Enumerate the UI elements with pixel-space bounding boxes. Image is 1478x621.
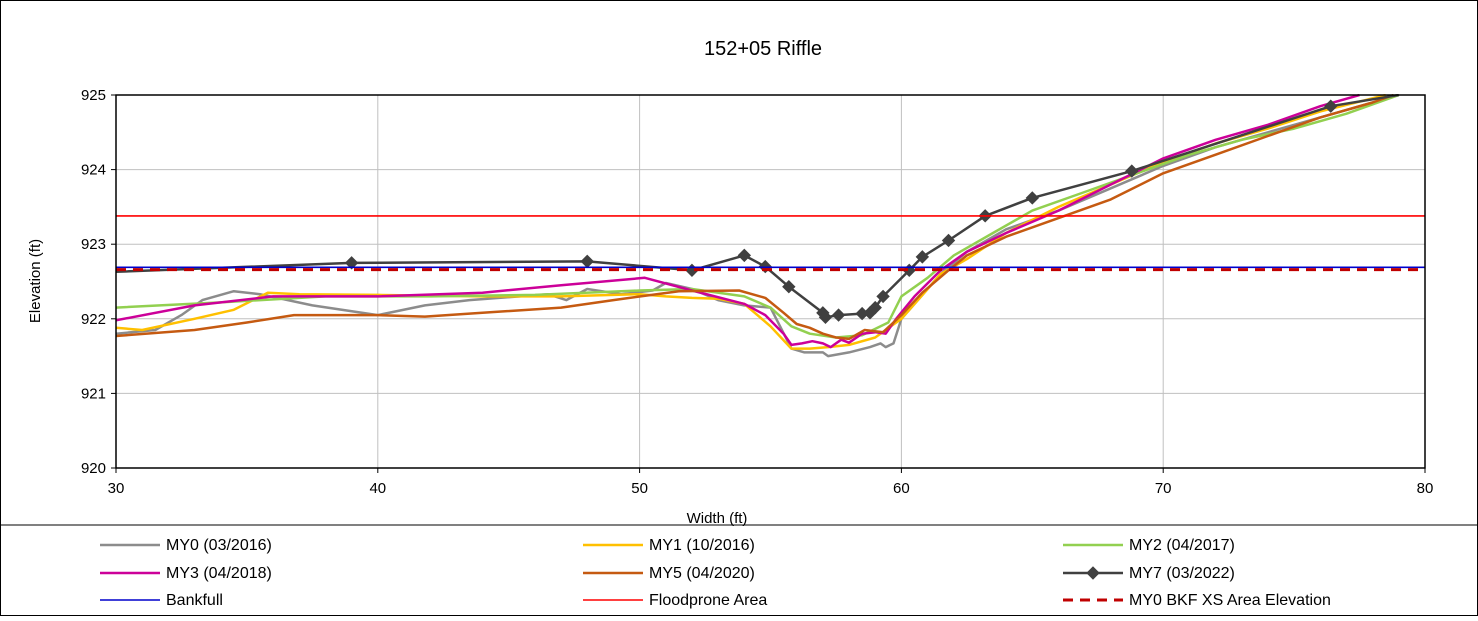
y-tick-label: 921 <box>81 385 106 402</box>
series-my3-04-2018 <box>116 94 1360 349</box>
data-point-my7-03-2022 <box>831 308 846 322</box>
x-tick-label: 70 <box>1155 480 1172 497</box>
series-my2-04-2017 <box>116 94 1400 339</box>
legend-label-my0-03-2016: MY0 (03/2016) <box>166 537 272 554</box>
data-point-my7-03-2022 <box>818 310 833 325</box>
y-axis-label: Elevation (ft) <box>27 239 44 323</box>
x-tick-label: 30 <box>108 480 125 497</box>
legend-label-my0-bkf-xs-area-elevation: MY0 BKF XS Area Elevation <box>1129 592 1331 609</box>
data-point-my7-03-2022 <box>1324 99 1338 113</box>
x-tick-label: 50 <box>631 480 648 497</box>
data-point-my7-03-2022 <box>1025 191 1040 205</box>
plot-area-border <box>115 94 1426 469</box>
y-tick-label: 922 <box>81 311 106 328</box>
x-tick-label: 60 <box>893 480 910 497</box>
data-point-my7-03-2022 <box>915 250 930 264</box>
x-tick-label: 40 <box>369 480 386 497</box>
legend-label-floodprone-area: Floodprone Area <box>649 592 767 609</box>
y-tick-label: 925 <box>81 87 106 104</box>
legend-item-my3-04-2018: MY3 (04/2018) <box>100 565 272 582</box>
legend-marker-my7-03-2022 <box>1086 566 1100 580</box>
series-line-my3-04-2018 <box>116 94 1360 349</box>
legend-item-bankfull: Bankfull <box>100 592 223 609</box>
y-tick-label: 924 <box>81 162 106 179</box>
legend-item-my2-04-2017: MY2 (04/2017) <box>1063 537 1235 554</box>
y-tick-label: 923 <box>81 236 106 253</box>
data-point-my7-03-2022 <box>782 280 796 294</box>
data-point-my7-03-2022 <box>344 256 359 270</box>
chart-title: 152+05 Riffle <box>704 38 822 60</box>
series-line-my2-04-2017 <box>116 94 1400 339</box>
y-tick-label: 920 <box>81 460 106 477</box>
legend-item-my7-03-2022: MY7 (03/2022) <box>1063 565 1235 582</box>
legend-label-my3-04-2018: MY3 (04/2018) <box>166 565 272 582</box>
legend-label-my1-10-2016: MY1 (10/2016) <box>649 537 755 554</box>
legend: MY0 (03/2016) MY1 (10/2016) MY2 (04/2017) M… <box>100 537 1331 609</box>
legend-item-my5-04-2020: MY5 (04/2020) <box>583 565 755 582</box>
legend-label-my5-04-2020: MY5 (04/2020) <box>649 565 755 582</box>
series-my5-04-2020 <box>116 94 1395 341</box>
series-layer <box>116 94 1425 358</box>
data-point-my7-03-2022 <box>876 289 890 304</box>
legend-label-my7-03-2022: MY7 (03/2022) <box>1129 565 1235 582</box>
legend-item-my0-03-2016: MY0 (03/2016) <box>100 537 272 554</box>
legend-label-bankfull: Bankfull <box>166 592 223 609</box>
data-point-my7-03-2022 <box>868 300 882 315</box>
data-point-my7-03-2022 <box>941 233 956 248</box>
data-point-my7-03-2022 <box>737 248 752 263</box>
legend-item-my1-10-2016: MY1 (10/2016) <box>583 537 755 554</box>
tick-labels: 30 40 50 60 70 80 920 921 922 923 924 925 <box>81 87 1433 497</box>
x-axis-label: Width (ft) <box>687 510 748 527</box>
legend-item-my0-bkf-xs-area-elevation: MY0 BKF XS Area Elevation <box>1063 592 1331 609</box>
x-tick-label: 80 <box>1417 480 1434 497</box>
series-line-my5-04-2020 <box>116 94 1395 341</box>
legend-label-my2-04-2017: MY2 (04/2017) <box>1129 537 1235 554</box>
legend-item-floodprone-area: Floodprone Area <box>583 592 767 609</box>
data-point-my7-03-2022 <box>1125 164 1139 178</box>
